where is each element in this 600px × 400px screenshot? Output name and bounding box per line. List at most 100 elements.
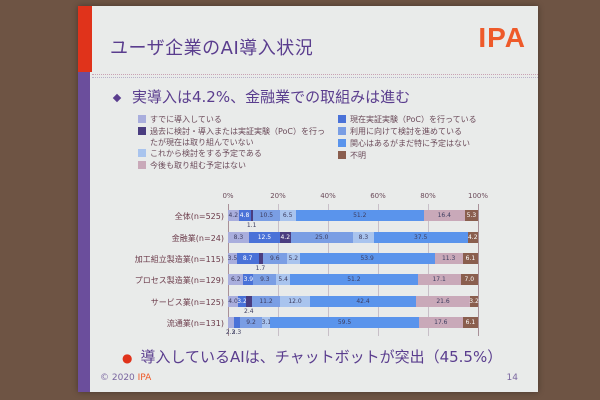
bar-segment: 12.5 [248, 232, 280, 243]
bullet-point-2: ● 導入しているAIは、チャットボットが突出（45.5%） [122, 346, 502, 367]
legend-swatch-icon [138, 149, 146, 157]
bar-segment: 12.0 [280, 296, 310, 307]
gridline [278, 204, 279, 336]
gridline [428, 204, 429, 336]
gridline [328, 204, 329, 336]
legend-swatch-icon [338, 151, 346, 159]
gridline [378, 204, 379, 336]
stacked-bar: 9.2 3.1 59.5 17.6 6.1 [228, 317, 479, 328]
x-axis-tick: 40% [320, 192, 336, 200]
bar-segment [250, 210, 254, 221]
bar-segment: 6.1 [462, 253, 478, 264]
legend-label: これから検討をする予定である [150, 149, 262, 158]
x-axis-tick: 100% [467, 192, 489, 200]
stacked-bar: 4.0 3.2 11.2 12.0 42.4 21.6 3.2 [228, 296, 479, 307]
bar-segment: 3.9 [243, 274, 254, 285]
bar-segment: 3.1 [261, 317, 272, 328]
bar-segment: 8.7 [236, 253, 259, 264]
bar-segment: 51.2 [295, 210, 424, 221]
bar-segment: 17.1 [417, 274, 461, 285]
legend-swatch-icon [138, 127, 146, 135]
category-label: 流通業(n=131) [166, 319, 224, 328]
copyright-text: © 2020 [100, 373, 135, 383]
legend-label: すでに導入している [150, 115, 222, 124]
bar-segment: 25.0 [290, 232, 353, 243]
red-dot-bullet-icon: ● [122, 351, 133, 365]
legend-swatch-icon [338, 139, 346, 147]
bar-segment: 4.2 [467, 232, 478, 243]
bar-segment: 51.2 [289, 274, 418, 285]
bar-segment: 9.3 [253, 274, 277, 285]
title-divider-secondary [92, 77, 538, 78]
footer-copyright: © 2020 IPA [100, 373, 151, 383]
legend-label: 不明 [350, 151, 366, 160]
bar-segment: 37.5 [373, 232, 468, 243]
segment-value-label: 2.4 [244, 308, 254, 315]
legend-label: 現在実証実験（PoC）を行っている [350, 115, 477, 124]
legend-label: 今後も取り組む予定はない [150, 161, 246, 170]
diamond-bullet-icon [112, 93, 122, 102]
bar-segment: 9.6 [262, 253, 287, 264]
stacked-bar: 4.2 4.8 10.5 6.5 51.2 16.4 5.3 [228, 210, 478, 221]
legend-label: 利用に向けて検討を進めている [350, 127, 462, 136]
title-divider [92, 74, 538, 75]
accent-bar-red [78, 6, 92, 72]
bar-segment: 59.5 [270, 317, 419, 328]
segment-value-label: 2.3 [231, 329, 242, 336]
legend-item: 過去に検討・導入または実証実験（PoC）を行ったが現在は取り組んでいない [138, 126, 328, 148]
category-label: 全体(n=525) [174, 212, 224, 221]
ipa-logo: IPA [478, 22, 526, 53]
bar-segment: 11.3 [434, 253, 463, 264]
stacked-bar-chart: 0% 20% 40% 60% 80% 100% 全体(n=525) 1.1 4.2 4.8 10.5… [135, 192, 488, 340]
stacked-bar: 3.5 8.7 9.6 5.2 53.9 11.3 6.1 [228, 253, 478, 264]
bar-segment: 17.6 [418, 317, 463, 328]
bar-segment [228, 317, 234, 328]
x-axis-tick: 80% [420, 192, 436, 200]
bar-segment: 16.4 [423, 210, 465, 221]
legend-item: 利用に向けて検討を進めている [338, 126, 462, 137]
x-axis-tick: 0% [222, 192, 234, 200]
bar-segment: 42.4 [310, 296, 416, 307]
category-label: 加工組立製造業(n=115) [134, 255, 224, 264]
legend-swatch-icon [338, 115, 346, 123]
legend-swatch-icon [338, 127, 346, 135]
bar-segment: 6.5 [279, 210, 296, 221]
bar-segment: 3.2 [469, 296, 479, 307]
bullet-2-text: 導入しているAIは、チャットボットが突出（45.5%） [140, 348, 503, 366]
accent-bar-purple [78, 72, 90, 392]
x-axis-tick: 60% [370, 192, 386, 200]
legend-item: 今後も取り組む予定はない [138, 160, 246, 171]
segment-value-label: 2.3 [225, 329, 236, 336]
bar-segment: 21.6 [416, 296, 470, 307]
bar-segment: 4.2 [228, 210, 239, 221]
bar-segment: 5.2 [286, 253, 300, 264]
legend-item: 不明 [338, 150, 366, 161]
bar-segment: 10.5 [253, 210, 280, 221]
bar-segment: 5.4 [276, 274, 290, 285]
category-label: サービス業(n=125) [150, 298, 224, 307]
stacked-bar: 8.3 12.5 4.2 25.0 8.3 37.5 4.2 [228, 232, 478, 243]
gridline [478, 204, 479, 336]
bar-segment: 53.9 [299, 253, 435, 264]
bar-segment: 6.1 [462, 317, 479, 328]
category-label: プロセス製造業(n=129) [134, 276, 224, 285]
legend-item: すでに導入している [138, 114, 222, 125]
bar-segment [246, 296, 252, 307]
bar-segment: 4.2 [280, 232, 291, 243]
bar-segment: 9.2 [239, 317, 263, 328]
legend-label: 過去に検討・導入または実証実験（PoC）を行ったが現在は取り組んでいない [150, 127, 326, 147]
bar-segment: 3.2 [237, 296, 247, 307]
bar-segment: 8.3 [353, 232, 374, 243]
bar-segment: 4.8 [238, 210, 251, 221]
copyright-org: IPA [137, 373, 152, 383]
bar-segment: 7.0 [460, 274, 478, 285]
legend-swatch-icon [138, 161, 146, 169]
legend-label: 関心はあるがまだ特に予定はない [350, 139, 470, 148]
bar-segment [233, 317, 240, 328]
segment-value-label: 1.1 [246, 222, 257, 229]
bar-segment: 8.3 [228, 232, 249, 243]
bar-segment: 4.0 [228, 296, 238, 307]
page-number: 14 [506, 373, 518, 383]
slide-title: ユーザ企業のAI導入状況 [110, 38, 314, 59]
bar-segment: 3.5 [227, 253, 238, 264]
